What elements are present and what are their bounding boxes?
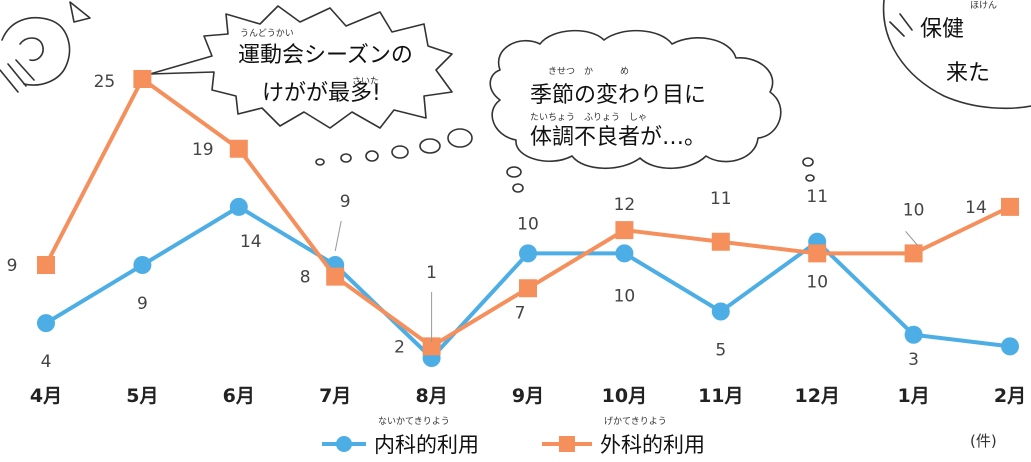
bubble1-text-line1: 運動会シーズンの (238, 43, 413, 68)
data-point-internal (615, 244, 634, 263)
label-pointer (334, 220, 342, 252)
data-point-external (133, 70, 152, 88)
annotation-bubble-3: ほけん 保健 来た (882, 0, 1031, 110)
data-label-internal: 9 (137, 294, 148, 314)
bubble2-ruby-2: たいちょう ふりょう しゃ (530, 112, 647, 123)
bubble2-text-line1: 季節の変わり目に (530, 83, 706, 108)
x-tick-label: 5月 (126, 385, 158, 407)
data-point-external (326, 267, 345, 286)
data-label-external: 12 (614, 195, 636, 215)
data-point-external (711, 232, 730, 251)
data-label-external: 25 (94, 72, 116, 92)
legend-ruby-internal: ないかてきりよう (378, 416, 450, 427)
data-point-external (904, 244, 923, 263)
bubble3-text-line1: 保健 (920, 17, 964, 42)
x-tick-label: 6月 (223, 385, 255, 407)
illustration-corner (0, 1, 91, 93)
series-line-external (44, 77, 1011, 349)
data-label-internal: 10 (517, 214, 539, 234)
data-point-external (1001, 197, 1019, 216)
data-label-internal: 14 (240, 232, 262, 252)
data-label-external: 8 (300, 268, 311, 288)
legend-ruby-external: げかてきりよう (604, 416, 667, 427)
bubble3-ruby: ほけん (970, 0, 997, 11)
x-tick-label: 12月 (794, 385, 839, 407)
x-tick-label: 11月 (698, 385, 743, 407)
data-point-external (808, 244, 827, 263)
data-point-internal (711, 302, 730, 321)
bubble2-text-line2: 体調不良者が…。 (530, 125, 706, 150)
data-label-internal: 4 (41, 352, 52, 372)
data-label-external: 9 (7, 256, 18, 276)
legend-marker-internal (336, 436, 352, 452)
data-point-external (422, 337, 441, 356)
bubble1-ruby-2: さいた (352, 76, 379, 87)
data-label-external: 14 (965, 198, 987, 218)
data-label-external: 10 (903, 200, 925, 220)
x-tick-label: 8月 (415, 385, 447, 407)
series-layer (37, 70, 1019, 367)
data-label-external: 7 (515, 303, 526, 323)
data-point-internal (229, 197, 248, 216)
data-label-internal: 5 (715, 341, 726, 361)
annotation-bubble-2: きせつ か め 季節の変わり目に たいちょう ふりょう しゃ 体調不良者が…。 (315, 29, 815, 193)
bubble3-text-line2: 来た (946, 61, 990, 86)
data-label-layer: 491491101051132925198271211101014 (7, 72, 987, 372)
label-pointer (905, 231, 918, 246)
x-tick-label: 1月 (897, 385, 929, 407)
data-point-internal (519, 244, 537, 263)
annotation-bubble-1: うんどうかい 運動会シーズンの さいた けがが最多! (149, 5, 453, 129)
x-tick-label: 4月 (30, 385, 62, 407)
data-point-external (615, 221, 634, 240)
legend-marker-external (559, 436, 575, 452)
data-label-external: 10 (806, 272, 828, 292)
legend: ないかてきりよう 内科的利用 げかてきりよう 外科的利用 (322, 416, 705, 457)
data-point-internal (133, 256, 152, 274)
data-point-external (37, 256, 55, 274)
data-point-external (519, 279, 537, 298)
data-label-external: 11 (710, 189, 732, 209)
x-axis-ticks: 4月 5月 6月 7月 8月 9月 10月 11月 12月 1月 2月 (30, 385, 1026, 407)
data-point-internal (904, 325, 923, 344)
data-label-internal: 1 (426, 263, 437, 283)
x-tick-label: 7月 (319, 385, 351, 407)
x-tick-label: 9月 (512, 385, 544, 407)
data-label-external: 19 (192, 140, 214, 160)
data-label-internal: 9 (340, 192, 351, 212)
unit-label: (件) (970, 432, 997, 450)
x-tick-label: 10月 (602, 385, 647, 407)
bubble1-text-line2: けがが最多! (262, 81, 381, 106)
x-tick-label: 2月 (994, 385, 1026, 407)
data-point-internal (1001, 337, 1019, 356)
data-point-external (229, 139, 248, 158)
data-label-internal: 10 (614, 286, 636, 306)
legend-label-internal: 内科的利用 (374, 433, 479, 457)
data-label-internal: 3 (908, 350, 919, 370)
legend-label-external: 外科的利用 (600, 433, 705, 457)
bubble1-ruby: うんどうかい (240, 28, 294, 39)
data-label-internal: 11 (806, 187, 828, 207)
bubble2-ruby-1: きせつ か め (548, 66, 629, 77)
data-label-external: 2 (394, 337, 405, 357)
data-point-internal (37, 314, 55, 333)
